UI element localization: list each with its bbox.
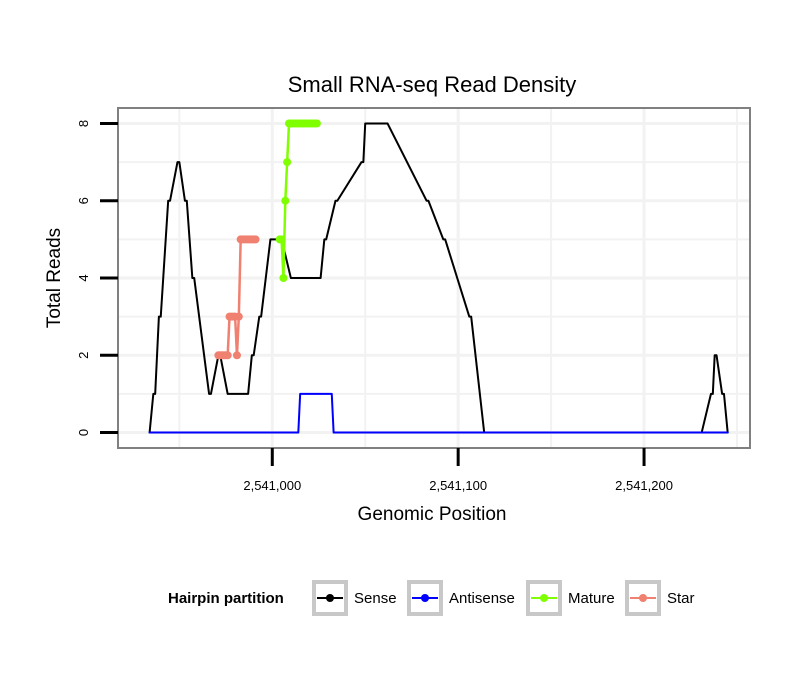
plot-panel (117, 107, 751, 449)
y-axis-title: Total Reads (44, 228, 65, 328)
legend-label: Sense (354, 590, 397, 607)
x-axis-title: Genomic Position (358, 504, 507, 525)
y-tick-label: 0 (76, 429, 91, 436)
legend-item-mature: Mature (526, 580, 615, 616)
legend-label: Star (667, 590, 695, 607)
y-tick-label: 4 (76, 274, 91, 281)
legend-key-point (421, 594, 429, 602)
legend: Hairpin partition Sense Antisense Mature St… (168, 580, 695, 616)
legend-key-point (326, 594, 334, 602)
y-axis: 0 2 4 6 8 (76, 120, 118, 436)
legend-key-point (639, 594, 647, 602)
chart-title: Small RNA-seq Read Density (288, 72, 577, 97)
data-series (148, 119, 729, 434)
legend-label: Antisense (449, 590, 515, 607)
legend-key-point (540, 594, 548, 602)
y-tick-label: 8 (76, 120, 91, 127)
star-data-point (234, 312, 243, 321)
legend-label: Mature (568, 590, 615, 607)
mature-data-point (283, 158, 292, 167)
legend-item-antisense: Antisense (407, 580, 515, 616)
star-data-point (232, 351, 241, 360)
star-data-point (223, 351, 232, 360)
x-tick-label: 2,541,200 (615, 478, 673, 493)
legend-title: Hairpin partition (168, 590, 284, 607)
y-tick-label: 6 (76, 197, 91, 204)
x-tick-label: 2,541,000 (243, 478, 301, 493)
star-data-point (251, 235, 260, 244)
mature-data-point (279, 274, 288, 282)
x-tick-label: 2,541,100 (429, 478, 487, 493)
x-axis: 2,541,000 2,541,100 2,541,200 (243, 448, 673, 493)
mature-data-point (277, 235, 286, 244)
antisense-series-line (148, 392, 729, 434)
legend-item-sense: Sense (312, 580, 397, 616)
legend-item-star: Star (625, 580, 695, 616)
y-tick-label: 2 (76, 352, 91, 359)
mature-data-point (281, 196, 290, 205)
mature-data-point (312, 119, 321, 128)
